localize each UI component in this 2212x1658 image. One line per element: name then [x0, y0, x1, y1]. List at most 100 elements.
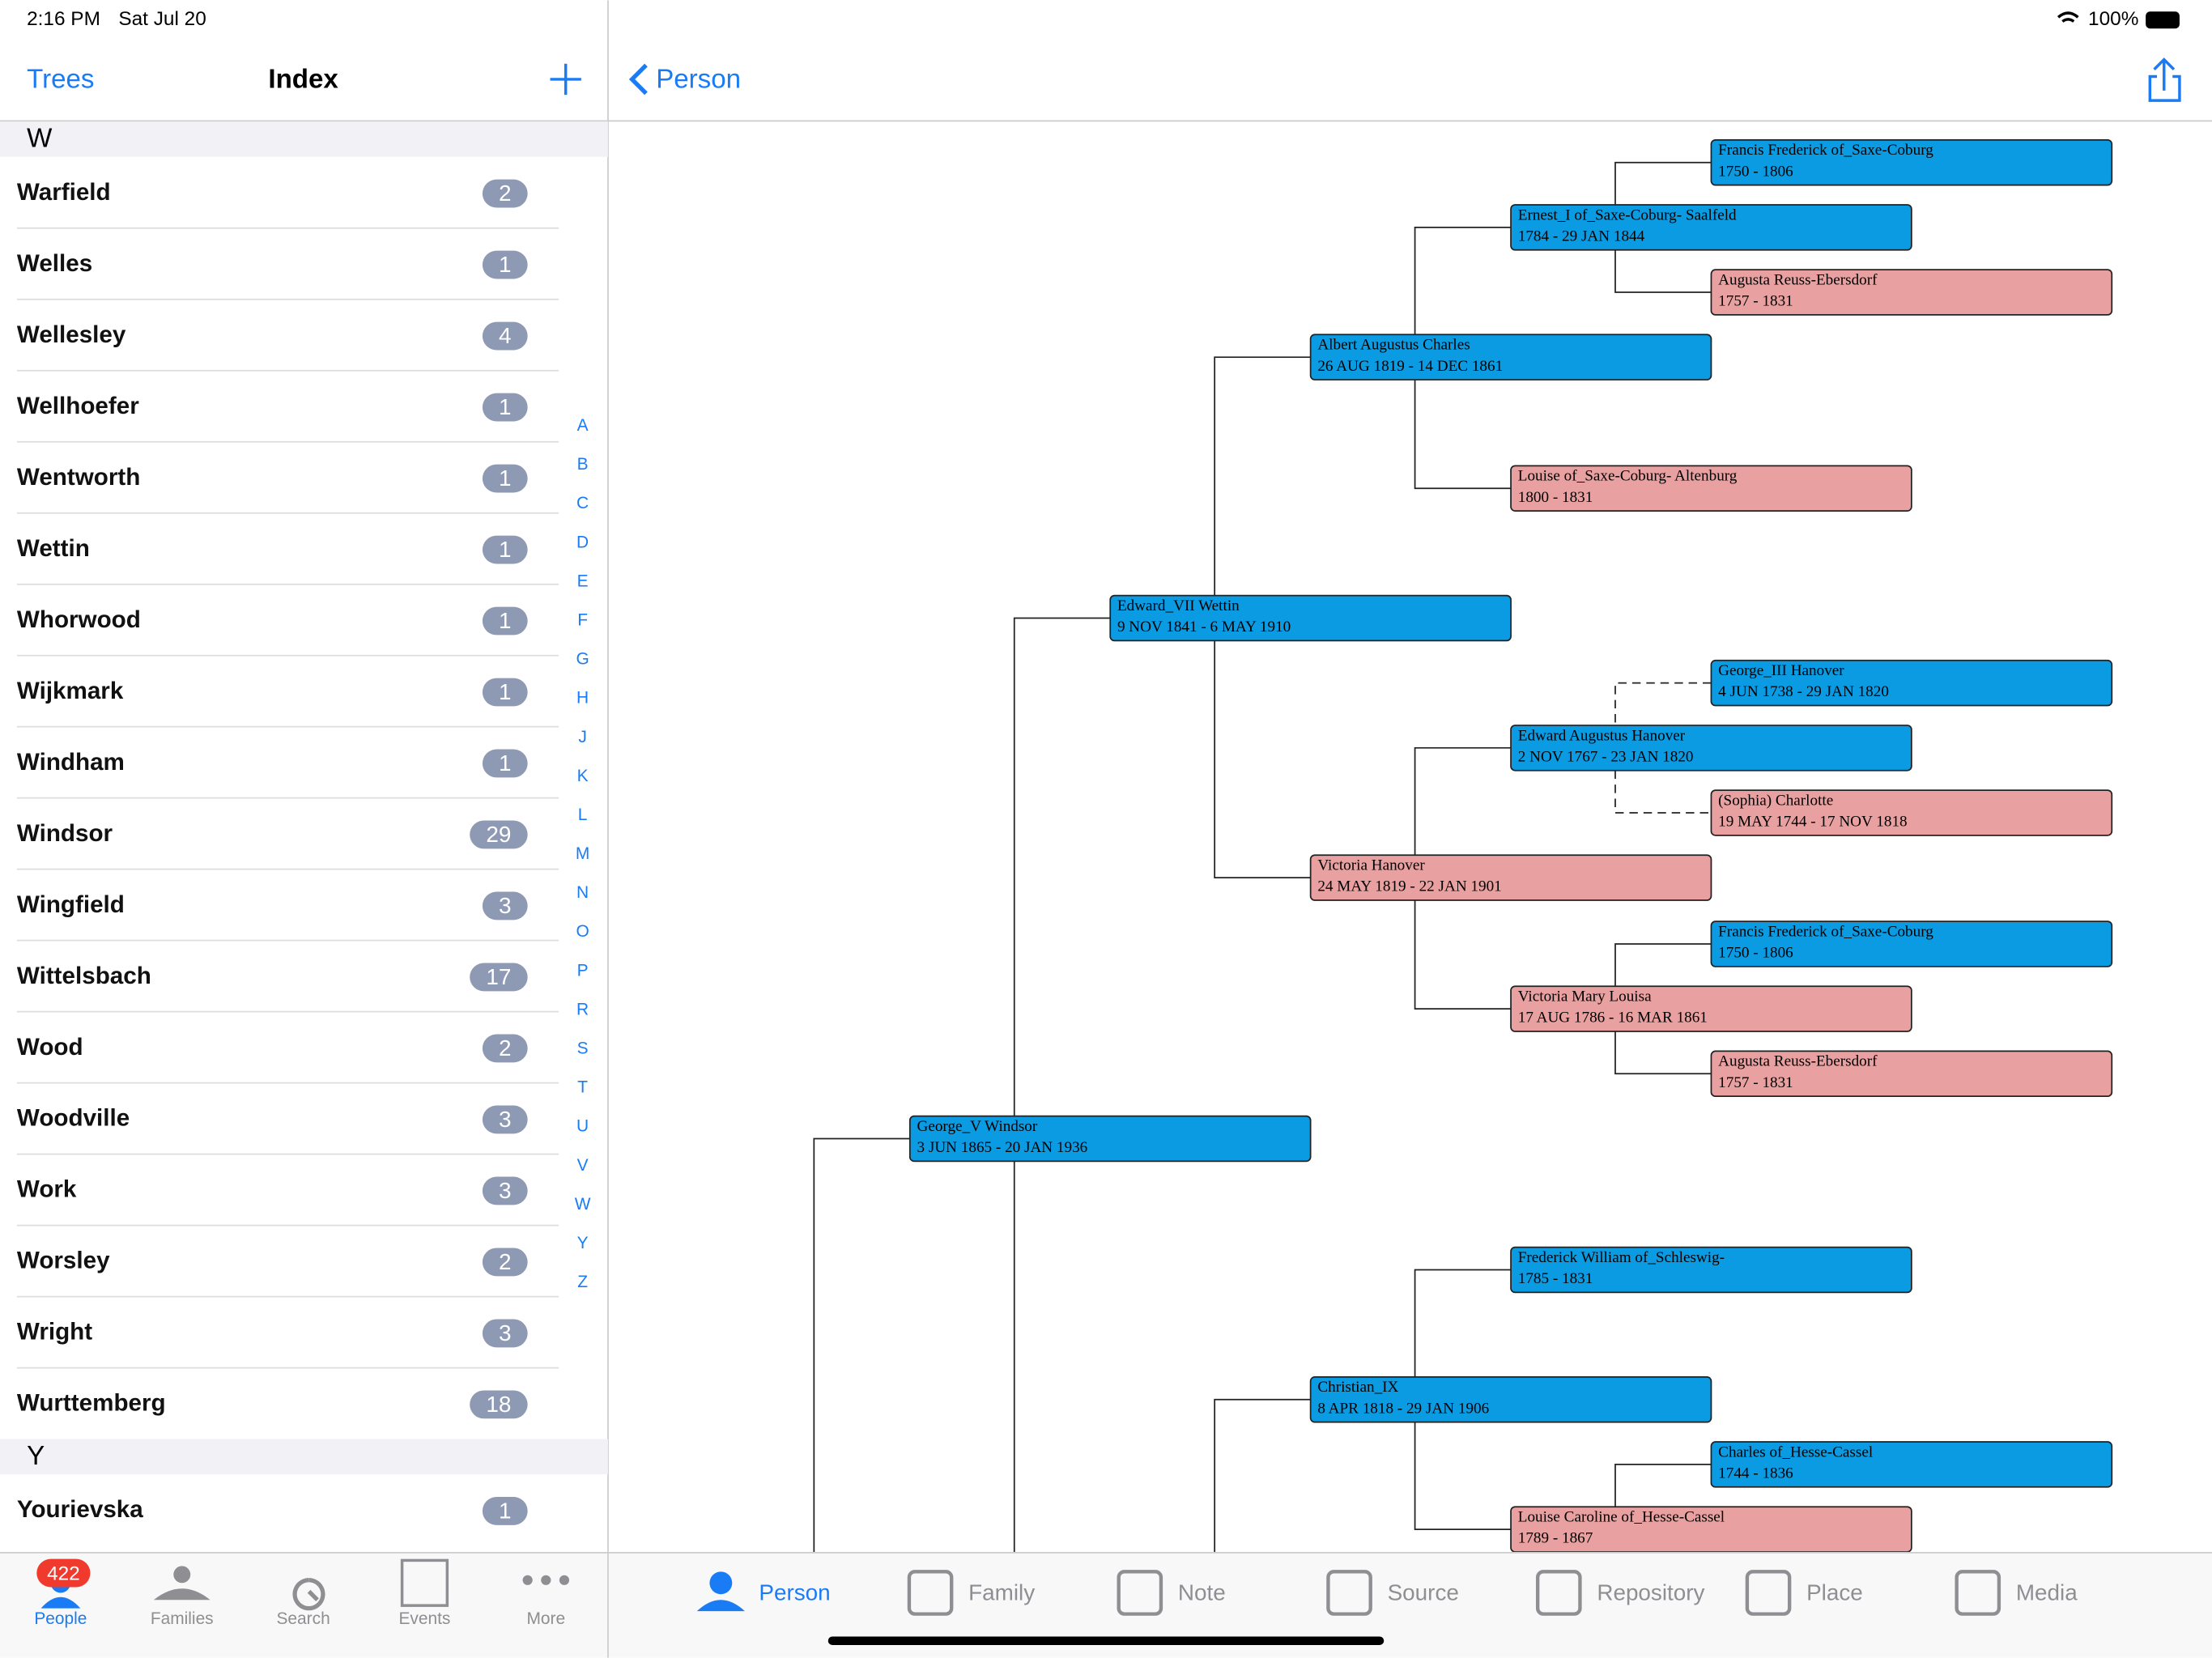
- person-box[interactable]: [1510, 725, 1912, 772]
- pedigree-tree: Francis Frederick of_Saxe-Coburg 1750 - 1…: [813, 138, 2113, 1552]
- index-letter[interactable]: A: [577, 416, 589, 435]
- add-button[interactable]: [550, 63, 581, 96]
- index-letter[interactable]: V: [577, 1156, 589, 1175]
- index-letter[interactable]: S: [577, 1039, 589, 1057]
- surname[interactable]: Wittelsbach: [17, 963, 151, 989]
- surname[interactable]: Wentworth: [17, 464, 140, 491]
- surname[interactable]: Wingfield: [17, 891, 125, 918]
- person-name: Edward Augustus Hanover: [1518, 727, 1686, 744]
- tab-icon: [153, 1588, 211, 1601]
- surname[interactable]: Wellhoefer: [17, 393, 139, 419]
- index-letter[interactable]: Y: [577, 1234, 589, 1252]
- tab-label[interactable]: Events: [399, 1609, 451, 1628]
- surname[interactable]: Wijkmark: [17, 678, 124, 704]
- index-letter[interactable]: U: [576, 1117, 589, 1136]
- tab-icon: [907, 1570, 954, 1616]
- person-box[interactable]: [1510, 204, 1912, 251]
- index-letter[interactable]: C: [576, 494, 589, 512]
- surname[interactable]: Whorwood: [17, 606, 141, 633]
- tab-label[interactable]: Families: [151, 1609, 214, 1628]
- surname[interactable]: Welles: [17, 250, 92, 277]
- index-letter[interactable]: J: [578, 728, 586, 746]
- person-box[interactable]: [1109, 594, 1512, 642]
- surname[interactable]: Windham: [17, 749, 125, 776]
- status-time: 2:16 PM: [27, 8, 100, 30]
- person-box[interactable]: [1710, 269, 2113, 316]
- person-box[interactable]: [1710, 789, 2113, 836]
- tab-icon: [522, 1575, 533, 1585]
- person-name: Francis Frederick of_Saxe-Coburg: [1718, 142, 1933, 159]
- surname[interactable]: Warfield: [17, 179, 111, 206]
- tab-label[interactable]: Place: [1806, 1580, 1863, 1605]
- back-person[interactable]: Person: [656, 64, 741, 94]
- count: 1: [499, 252, 512, 277]
- index-letter[interactable]: W: [575, 1195, 591, 1214]
- tab-label[interactable]: Person: [759, 1580, 830, 1605]
- count-badge: [482, 250, 528, 279]
- surname[interactable]: Worsley: [17, 1248, 110, 1274]
- index-letter[interactable]: K: [577, 767, 589, 785]
- tab-label[interactable]: Family: [968, 1580, 1035, 1605]
- count-badge: [470, 820, 528, 849]
- count-badge: [470, 1390, 528, 1419]
- person-box[interactable]: [1309, 1376, 1712, 1423]
- tree-connector: [1214, 1398, 1311, 1552]
- person-box[interactable]: [1309, 334, 1712, 380]
- person-box[interactable]: [908, 1115, 1312, 1163]
- count: 1: [499, 537, 512, 562]
- surname[interactable]: Wright: [17, 1319, 92, 1346]
- tab-icon: [696, 1600, 745, 1612]
- tab-icon: [709, 1571, 733, 1595]
- index-letter[interactable]: E: [577, 572, 589, 590]
- person-box[interactable]: [1309, 854, 1712, 901]
- index-letter[interactable]: G: [576, 650, 589, 669]
- person-name: Francis Frederick of_Saxe-Coburg: [1718, 923, 1933, 940]
- person-box[interactable]: [1710, 659, 2113, 707]
- index-letter[interactable]: Z: [577, 1273, 588, 1291]
- index-letter[interactable]: M: [576, 844, 589, 863]
- person-box[interactable]: [1710, 1441, 2113, 1488]
- person-box[interactable]: [1510, 985, 1912, 1032]
- index-letter[interactable]: O: [576, 922, 589, 941]
- surname[interactable]: Work: [17, 1176, 77, 1203]
- person-box[interactable]: [1510, 1506, 1912, 1552]
- person-box[interactable]: [1710, 138, 2113, 186]
- tree-connector: [813, 1137, 910, 1552]
- tab-label[interactable]: Source: [1388, 1580, 1459, 1605]
- surname[interactable]: Wettin: [17, 535, 90, 562]
- index-letter[interactable]: F: [577, 611, 588, 630]
- battery-icon: [2146, 11, 2180, 29]
- person-box[interactable]: [1510, 1246, 1912, 1294]
- index-letter[interactable]: B: [577, 455, 589, 474]
- surname[interactable]: Woodville: [17, 1105, 130, 1132]
- back-trees[interactable]: Trees: [27, 64, 94, 94]
- index-letter[interactable]: R: [576, 1000, 589, 1018]
- index-letter[interactable]: P: [577, 961, 589, 980]
- index-letter[interactable]: D: [576, 533, 589, 551]
- count: 4: [499, 323, 512, 348]
- tab-label[interactable]: Repository: [1597, 1580, 1704, 1605]
- index-letter[interactable]: H: [576, 689, 589, 708]
- surname[interactable]: Wood: [17, 1034, 83, 1061]
- person-dates: 19 MAY 1744 - 17 NOV 1818: [1718, 814, 1907, 831]
- tab-label[interactable]: Search: [277, 1609, 330, 1628]
- share-button[interactable]: [2148, 57, 2181, 102]
- surname[interactable]: Wellesley: [17, 321, 126, 348]
- tab-label[interactable]: People: [34, 1609, 87, 1628]
- person-box[interactable]: [1710, 1050, 2113, 1098]
- tab-label[interactable]: More: [526, 1609, 565, 1628]
- surname[interactable]: Yourievska: [17, 1496, 143, 1523]
- surname[interactable]: Windsor: [17, 820, 113, 847]
- person-box[interactable]: [1510, 465, 1912, 512]
- person-box[interactable]: [1710, 920, 2113, 967]
- tab-icon: [1326, 1570, 1372, 1616]
- surname[interactable]: Wurttemberg: [17, 1390, 166, 1417]
- index-letter[interactable]: N: [576, 883, 589, 902]
- back-chevron[interactable]: [628, 63, 648, 96]
- count: 3: [499, 1107, 512, 1132]
- index-letter[interactable]: T: [577, 1078, 588, 1097]
- count-badge: [482, 606, 528, 636]
- index-letter[interactable]: L: [578, 806, 588, 824]
- tab-label[interactable]: Media: [2016, 1580, 2078, 1605]
- tab-label[interactable]: Note: [1178, 1580, 1226, 1605]
